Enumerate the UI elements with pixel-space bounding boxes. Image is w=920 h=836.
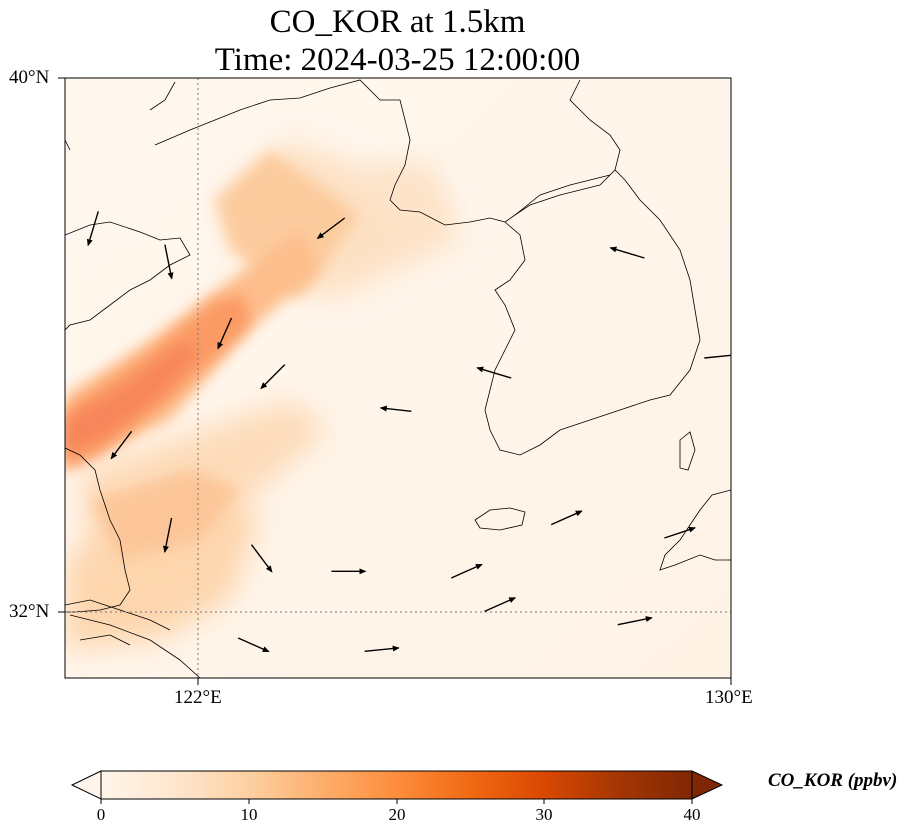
colorbar-tick-label-30: 30 — [535, 805, 553, 824]
coastline-korea-east — [504, 169, 701, 431]
map-frame — [64, 77, 732, 679]
x-tick-label-122E: 122°E — [174, 687, 222, 708]
figure-title: CO_KOR at 1.5km — [269, 4, 526, 40]
wind-vector-4 — [316, 217, 346, 239]
axis-ticks — [58, 77, 732, 685]
coastline-kyushu — [659, 489, 731, 571]
wind-vector-11 — [250, 544, 273, 573]
colorbar-tick-label-20: 20 — [388, 805, 406, 824]
colorbar-tick-label-10: 10 — [240, 805, 258, 824]
wind-vector-10 — [162, 517, 173, 553]
wind-vector-2 — [217, 317, 233, 350]
colorbar-extend-max — [691, 770, 724, 800]
wind-vectors — [86, 211, 731, 653]
figure-subtitle: Time: 2024-03-25 12:00:00 — [214, 42, 581, 78]
wind-vector-17 — [364, 645, 400, 653]
coastline-liaodong — [65, 79, 506, 226]
wind-vector-0 — [86, 211, 99, 247]
x-tick-label-130E: 130°E — [705, 687, 753, 708]
coastline-jeju — [474, 507, 526, 531]
coastline-china-east — [65, 447, 201, 678]
coastline-tsushima — [679, 431, 696, 471]
colorbar-ticks — [100, 799, 693, 804]
coastline-korea-north — [514, 79, 621, 216]
coastlines — [65, 79, 731, 678]
y-tick-label-40N: 40°N — [9, 67, 50, 88]
wind-vector-18 — [484, 597, 517, 612]
colorbar-title: CO_KOR (ppbv) — [768, 770, 898, 791]
y-tick-label-32N: 32°N — [9, 601, 50, 622]
wind-vector-3 — [260, 364, 286, 390]
colorbar-extend-min — [70, 770, 102, 800]
colorbar-gradient — [101, 771, 692, 799]
coastline-shandong — [65, 221, 191, 331]
wind-vector-15 — [664, 526, 696, 539]
co-concentration-field — [65, 140, 460, 650]
gridlines — [65, 78, 731, 678]
wind-vector-19 — [617, 616, 653, 626]
wind-vector-9 — [110, 430, 133, 460]
wind-vector-5 — [379, 405, 412, 413]
wind-vector-8 — [704, 354, 731, 359]
wind-vector-6 — [476, 366, 512, 379]
wind-vector-7 — [609, 246, 645, 259]
coastline-korea-west — [484, 221, 561, 456]
wind-vector-13 — [450, 563, 483, 579]
coastline-yangtze — [65, 599, 171, 646]
wind-vector-1 — [164, 244, 174, 280]
wind-vector-16 — [237, 637, 270, 653]
colorbar-tick-label-40: 40 — [683, 805, 701, 824]
colorbar-tick-label-0: 0 — [96, 805, 106, 824]
wind-vector-14 — [550, 510, 583, 526]
